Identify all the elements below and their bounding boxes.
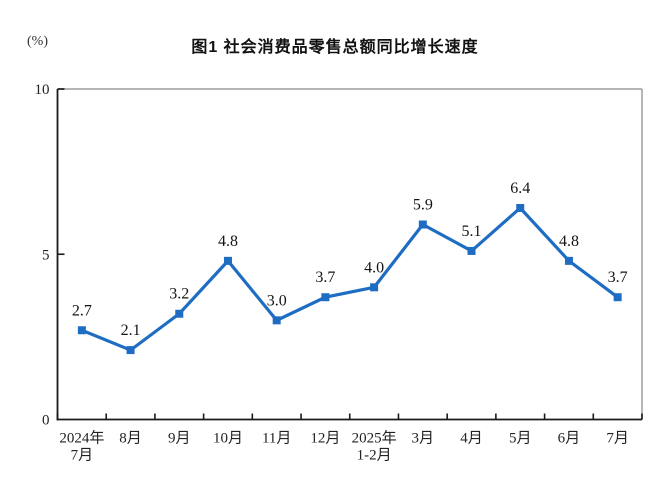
data-point-marker	[467, 246, 476, 255]
data-point-marker	[418, 220, 427, 229]
data-label: 5.9	[413, 197, 433, 214]
data-label: 5.1	[462, 223, 482, 240]
y-axis-unit-label: (%)	[27, 34, 48, 49]
data-point-marker	[516, 203, 525, 212]
x-axis-label: 4月	[460, 431, 483, 447]
data-label: 6.4	[510, 180, 530, 197]
data-label: 4.0	[364, 259, 384, 276]
data-label: 4.8	[559, 233, 579, 250]
data-label: 3.7	[315, 269, 335, 286]
data-label: 3.7	[608, 269, 628, 286]
data-label: 3.2	[169, 286, 189, 303]
data-point-marker	[223, 256, 232, 265]
x-axis-label: 10月	[213, 431, 243, 447]
y-axis-tick-label: 10	[35, 82, 50, 98]
series-line	[81, 205, 619, 352]
data-point-marker	[564, 256, 573, 265]
chart-title: 图1 社会消费品零售总额同比增长速度	[191, 39, 479, 56]
x-axis-label: 2024年 7月	[59, 430, 104, 464]
data-label: 4.8	[218, 233, 238, 250]
x-axis-label: 8月	[119, 431, 142, 447]
data-label: 2.7	[72, 302, 92, 319]
data-label: 2.1	[121, 322, 141, 339]
x-axis-label: 3月	[412, 431, 435, 447]
x-axis-label: 12月	[310, 431, 340, 447]
y-axis-tick-label: 5	[42, 247, 50, 263]
y-axis-tick-label: 0	[42, 413, 50, 429]
x-axis-label: 9月	[168, 431, 191, 447]
data-point-marker	[321, 293, 330, 302]
data-point-marker	[272, 316, 281, 325]
data-label: 3.0	[267, 292, 287, 309]
x-axis-label: 2025年 1-2月	[352, 430, 397, 464]
data-point-marker	[126, 346, 135, 355]
x-axis-label: 5月	[509, 431, 532, 447]
x-axis-label: 11月	[262, 431, 291, 447]
x-axis-label: 7月	[606, 431, 629, 447]
x-axis-label: 6月	[558, 431, 581, 447]
data-point-marker	[77, 326, 86, 335]
data-point-marker	[613, 293, 622, 302]
data-point-marker	[175, 309, 184, 318]
data-point-marker	[370, 283, 379, 292]
